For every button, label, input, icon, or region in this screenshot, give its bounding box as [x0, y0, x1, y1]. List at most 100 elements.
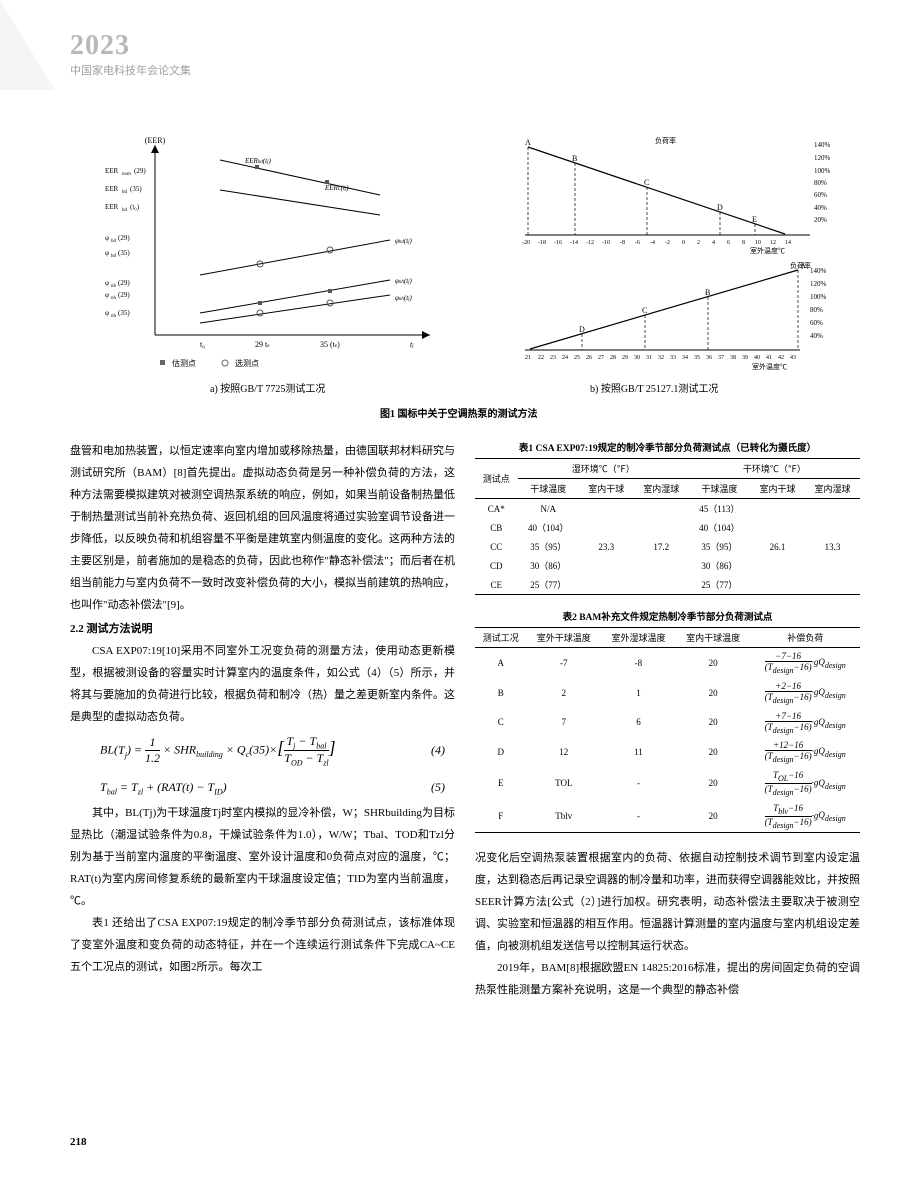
para-r2: 2019年，BAM[8]根据欧盟EN 14825:2016标准，提出的房间固定负…: [475, 957, 860, 1001]
table-row: CD30（86）30（86）: [475, 556, 860, 575]
svg-text:42: 42: [778, 355, 784, 361]
table-2: 测试工况 室外干球温度 室外湿球温度 室内干球温度 补偿负荷 A-7-820−7…: [475, 627, 860, 833]
svg-text:30: 30: [634, 355, 640, 361]
header-subtitle: 中国家电科技年会论文集: [70, 62, 191, 78]
svg-text:(29): (29): [118, 234, 130, 242]
svg-text:41: 41: [766, 355, 772, 361]
svg-text:120%: 120%: [814, 154, 830, 162]
header-year: 2023: [70, 30, 130, 62]
svg-text:室外温度℃: 室外温度℃: [750, 246, 785, 255]
svg-text:hd: hd: [122, 208, 128, 213]
para-r1: 况变化后空调热泵装置根据室内的负荷、依据自动控制技术调节到室内设定温度，达到稳态…: [475, 847, 860, 957]
svg-text:-16: -16: [554, 240, 562, 246]
svg-text:-6: -6: [635, 240, 640, 246]
svg-text:29: 29: [622, 355, 628, 361]
svg-text:40%: 40%: [814, 204, 827, 212]
svg-text:24: 24: [562, 355, 568, 361]
svg-text:EER: EER: [105, 185, 119, 193]
svg-text:-2: -2: [665, 240, 670, 246]
svg-text:E: E: [752, 215, 757, 224]
th-test: 测试点: [475, 459, 518, 499]
svg-text:23: 23: [550, 355, 556, 361]
svg-text:tj: tj: [410, 340, 414, 349]
svg-text:80%: 80%: [814, 179, 827, 187]
svg-text:0: 0: [682, 240, 685, 246]
svg-text:39: 39: [742, 355, 748, 361]
svg-text:29 te: 29 te: [255, 340, 270, 349]
figure-1b-chart: 负荷率 140% 120% 100% 80% 60% 40% 20% A B C…: [500, 135, 830, 370]
svg-text:nh: nh: [111, 284, 117, 289]
svg-text:(EER): (EER): [145, 136, 166, 145]
svg-text:60%: 60%: [810, 319, 823, 327]
svg-text:t₀: t₀: [200, 340, 205, 349]
svg-text:φhd(tj): φhd(tj): [395, 237, 413, 245]
svg-text:26: 26: [586, 355, 592, 361]
table-row: ETOL-20TOL−16(Tdesign−16)·gQdesign: [475, 767, 860, 800]
svg-text:C: C: [642, 306, 647, 315]
svg-text:(29): (29): [118, 291, 130, 299]
para-2: CSA EXP07:19[10]采用不同室外工况变负荷的测量方法，使用动态更新模…: [70, 640, 455, 728]
svg-text:(35): (35): [118, 309, 130, 317]
svg-text:14: 14: [785, 240, 791, 246]
svg-text:EER: EER: [105, 203, 119, 211]
svg-text:12: 12: [770, 240, 776, 246]
svg-text:21: 21: [525, 355, 531, 361]
table-row: CC35（95）23.317.235（95）26.113.3: [475, 537, 860, 556]
th-dry: 干环境℃（℉）: [689, 459, 860, 479]
svg-text:φnh(tj): φnh(tj): [395, 277, 413, 285]
svg-text:EERL(tj): EERL(tj): [324, 184, 349, 192]
svg-text:φ: φ: [105, 309, 109, 317]
svg-text:32: 32: [658, 355, 664, 361]
right-column: 表1 CSA EXP07:19规定的制冷季节部分负荷测试点（已转化为摄氏度） 测…: [475, 440, 860, 1001]
content-body: 盘管和电加热装置，以恒定速率向室内增加或移除热量，由德国联邦材料研究与测试研究所…: [70, 440, 860, 1001]
corner-decoration: [0, 0, 55, 90]
svg-text:43: 43: [790, 355, 796, 361]
svg-text:20%: 20%: [814, 216, 827, 224]
svg-text:27: 27: [598, 355, 604, 361]
svg-text:37: 37: [718, 355, 724, 361]
para-1: 盘管和电加热装置，以恒定速率向室内增加或移除热量，由德国联邦材料研究与测试研究所…: [70, 440, 455, 616]
svg-text:38: 38: [730, 355, 736, 361]
svg-text:EERhd(tj): EERhd(tj): [244, 157, 272, 165]
svg-text:D: D: [579, 325, 585, 334]
svg-text:φ: φ: [105, 234, 109, 242]
svg-text:25: 25: [574, 355, 580, 361]
svg-text:120%: 120%: [810, 280, 827, 288]
svg-text:hd: hd: [111, 254, 117, 259]
svg-text:40: 40: [754, 355, 760, 361]
svg-text:hd: hd: [111, 239, 117, 244]
svg-text:(29): (29): [118, 279, 130, 287]
svg-text:C: C: [644, 178, 649, 187]
svg-text:31: 31: [646, 355, 652, 361]
svg-text:34: 34: [682, 355, 688, 361]
svg-text:负荷率: 负荷率: [655, 136, 676, 145]
para-4: 表1 还给出了CSA EXP07:19规定的制冷季节部分负荷测试点，该标准体现了…: [70, 912, 455, 978]
svg-text:(t₀): (t₀): [130, 203, 140, 211]
svg-text:6: 6: [727, 240, 730, 246]
svg-text:140%: 140%: [810, 267, 827, 275]
svg-text:A: A: [800, 261, 806, 270]
svg-text:-14: -14: [570, 240, 578, 246]
table-row: CA*N/A45（113）: [475, 499, 860, 519]
svg-text:(29): (29): [134, 167, 146, 175]
table-row: C7620+7−16(Tdesign−16)·gQdesign: [475, 708, 860, 738]
svg-text:33: 33: [670, 355, 676, 361]
svg-text:选测点: 选测点: [235, 358, 259, 368]
svg-text:80%: 80%: [810, 306, 823, 314]
svg-text:B: B: [705, 288, 710, 297]
svg-text:-10: -10: [602, 240, 610, 246]
svg-text:nh: nh: [111, 314, 117, 319]
left-column: 盘管和电加热装置，以恒定速率向室内增加或移除热量，由德国联邦材料研究与测试研究所…: [70, 440, 455, 1001]
svg-text:(35): (35): [118, 249, 130, 257]
svg-text:φ: φ: [105, 279, 109, 287]
th-wet: 湿环境℃（℉）: [518, 459, 689, 479]
table-row: FTblv-20Tblv−16(Tdesign−16)·gQdesign: [475, 800, 860, 833]
svg-text:10: 10: [755, 240, 761, 246]
table-1-caption: 表1 CSA EXP07:19规定的制冷季节部分负荷测试点（已转化为摄氏度）: [475, 440, 860, 454]
figure-1-caption: 图1 国标中关于空调热泵的测试方法: [380, 405, 538, 420]
svg-text:60%: 60%: [814, 191, 827, 199]
svg-text:φ: φ: [105, 291, 109, 299]
formula-4: BL(Tj) = 11.2 × SHRbuilding × Qc(35)×[Tj…: [70, 728, 455, 774]
svg-text:-12: -12: [586, 240, 594, 246]
table-row: D121120+12−16(Tdesign−16)·gQdesign: [475, 737, 860, 767]
